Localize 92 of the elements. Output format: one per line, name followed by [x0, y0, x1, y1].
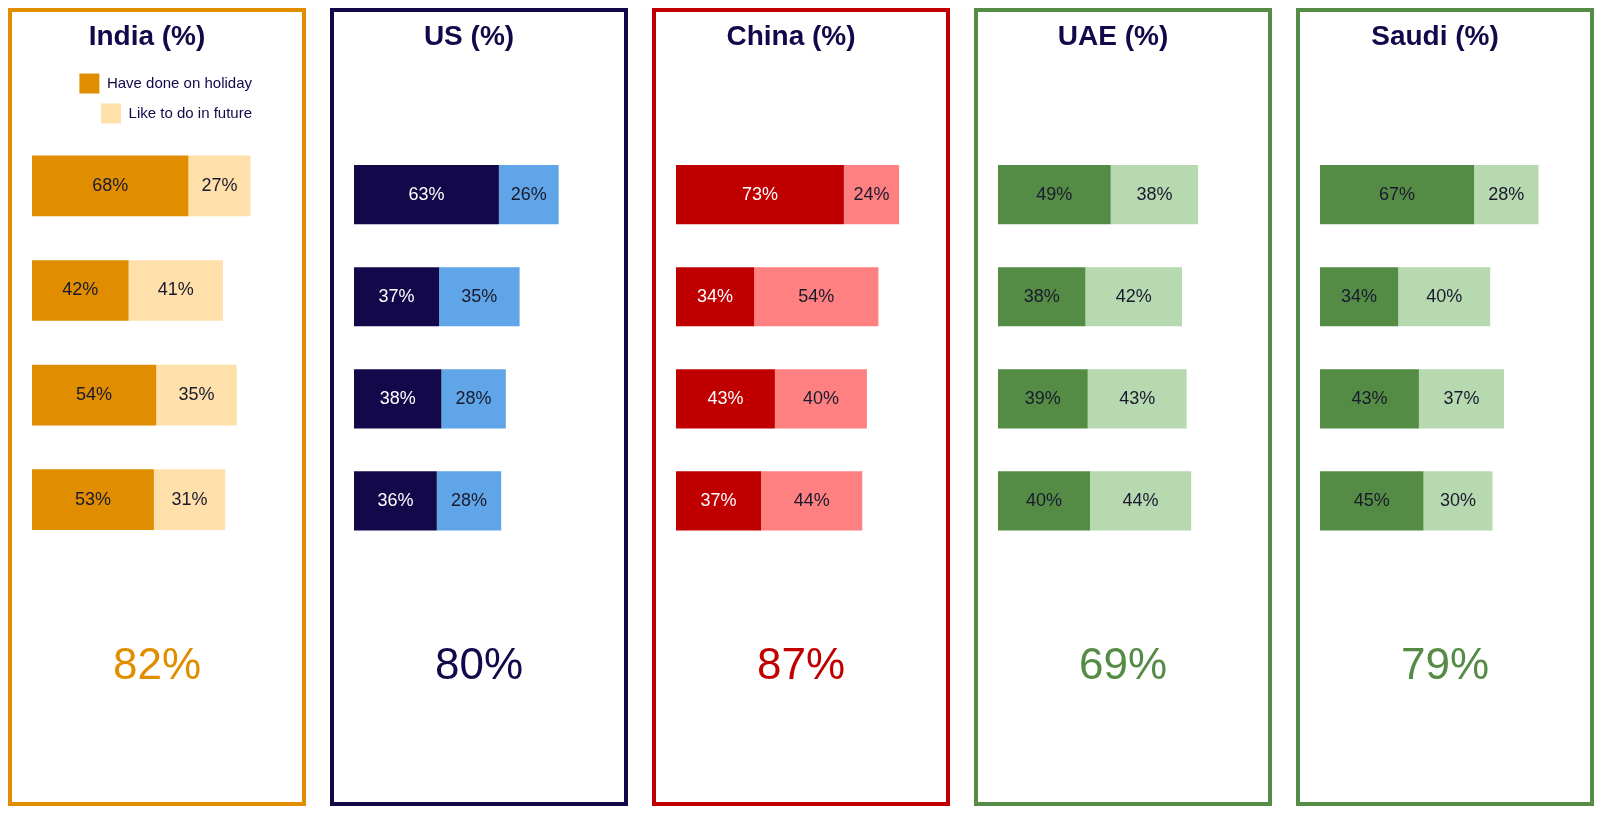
data-label: 44%: [793, 489, 830, 510]
bar: [354, 165, 499, 225]
bar: [188, 155, 251, 217]
data-label: 35%: [461, 285, 498, 306]
bar: [32, 364, 157, 426]
data-label: 40%: [802, 387, 839, 408]
data-label: 30%: [1439, 489, 1477, 510]
bar: [354, 267, 440, 327]
bar: [1110, 165, 1199, 225]
chart-title: Saudi (%): [1371, 19, 1499, 51]
bar: [676, 165, 844, 225]
data-label: 49%: [1036, 183, 1073, 204]
data-label: 53%: [74, 488, 111, 509]
bar: [1418, 369, 1504, 429]
bar: [441, 369, 506, 429]
data-label: 68%: [92, 174, 129, 195]
text: 79%: [1400, 639, 1490, 689]
data-label: 63%: [408, 183, 445, 204]
bar: [156, 364, 237, 426]
data-label: 43%: [1351, 387, 1388, 408]
chart-title: UAE (%): [1057, 19, 1169, 51]
chart-title: India (%): [88, 19, 206, 51]
bar: [436, 471, 502, 531]
text: 82%: [112, 639, 202, 689]
bar: [498, 165, 559, 225]
data-label: 44%: [1122, 489, 1159, 510]
bar: [843, 165, 900, 225]
bar: [998, 267, 1086, 327]
legend-label: Like to do in future: [128, 103, 253, 121]
data-label: 45%: [1353, 489, 1390, 510]
data-label: 54%: [76, 384, 113, 405]
data-label: 41%: [157, 279, 194, 300]
chart-title: China (%): [726, 19, 856, 51]
text: 80%: [434, 639, 524, 689]
data-label: 67%: [1379, 183, 1416, 204]
data-label: 39%: [1024, 387, 1061, 408]
data-label: 28%: [455, 387, 492, 408]
data-label: 34%: [697, 285, 734, 306]
bar: [1090, 471, 1192, 531]
legend-label: Have done on holiday: [106, 73, 253, 91]
bar: [1423, 471, 1493, 531]
data-label: 40%: [1025, 489, 1063, 510]
data-label: 26%: [510, 183, 547, 204]
data-label: 35%: [178, 384, 215, 405]
bar: [1320, 267, 1399, 327]
text: 69%: [1078, 639, 1168, 689]
bar: [1085, 267, 1182, 327]
bar: [761, 471, 863, 531]
bar: [774, 369, 867, 429]
bar: [1087, 369, 1187, 429]
bar: [32, 260, 129, 321]
data-label: 73%: [741, 183, 778, 204]
text: 87%: [756, 639, 846, 689]
bar: [998, 165, 1111, 225]
data-label: 54%: [798, 285, 835, 306]
bar: [1474, 165, 1539, 225]
bar: [354, 369, 442, 429]
bar: [998, 369, 1088, 429]
data-label: 40%: [1426, 285, 1463, 306]
bar: [754, 267, 879, 327]
data-label: 38%: [1136, 183, 1173, 204]
chart-title: US (%): [423, 19, 515, 51]
bar: [153, 469, 226, 531]
data-label: 38%: [379, 387, 416, 408]
data-label: 27%: [201, 174, 238, 195]
data-label: 37%: [378, 285, 415, 306]
bar: [676, 471, 762, 531]
data-label: 31%: [171, 488, 208, 509]
data-label: 42%: [1115, 285, 1152, 306]
data-label: 37%: [1443, 387, 1480, 408]
bar: [998, 471, 1090, 531]
bar: [1320, 165, 1475, 225]
bar: [1320, 471, 1424, 531]
bar: [354, 471, 437, 531]
data-label: 43%: [1119, 387, 1156, 408]
bar: [1398, 267, 1491, 327]
data-label: 37%: [700, 489, 737, 510]
data-label: 28%: [1488, 183, 1525, 204]
data-label: 38%: [1023, 285, 1060, 306]
data-label: 42%: [62, 279, 99, 300]
data-label: 36%: [377, 489, 414, 510]
data-label: 34%: [1341, 285, 1378, 306]
bar: [676, 267, 755, 327]
bar: [1320, 369, 1419, 429]
bar: [128, 260, 223, 321]
data-label: 28%: [450, 489, 488, 510]
bar: [32, 469, 154, 531]
data-label: 24%: [853, 183, 890, 204]
bar: [676, 369, 775, 429]
bar: [439, 267, 520, 327]
bar: [32, 155, 189, 217]
data-label: 43%: [707, 387, 744, 408]
